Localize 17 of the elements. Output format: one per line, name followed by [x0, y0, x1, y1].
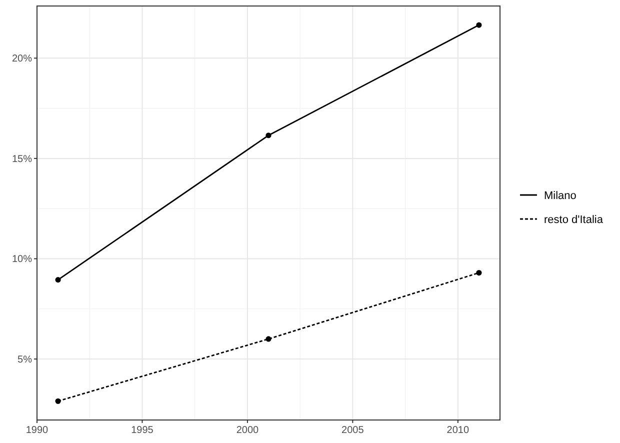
x-tick-label: 1995 [131, 425, 154, 436]
y-tick-label: 10% [12, 254, 32, 266]
x-tick-label: 2000 [236, 425, 260, 436]
x-tick-label: 2005 [342, 425, 364, 436]
y-tick-label: 5% [18, 354, 32, 366]
y-tick-label: 15% [12, 154, 32, 165]
point [55, 398, 61, 404]
point [55, 276, 61, 283]
point [476, 270, 482, 276]
point [476, 22, 482, 28]
x-tick-label: 2010 [446, 425, 470, 436]
point [266, 336, 272, 342]
legend-label: Milano [544, 190, 576, 202]
point [266, 132, 272, 138]
y-tick-label: 20% [12, 54, 32, 65]
legend-label: resto d'Italia [544, 214, 604, 226]
x-tick-label: 1990 [26, 425, 49, 436]
